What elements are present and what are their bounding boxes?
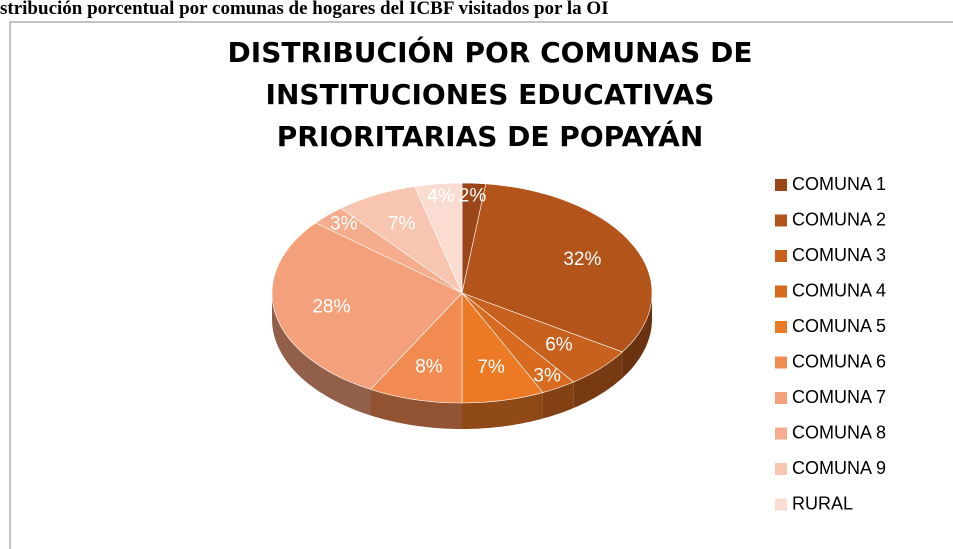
data-label: 28% (312, 296, 350, 317)
data-label: 2% (459, 185, 487, 206)
legend-swatch (775, 356, 787, 369)
legend-swatch (775, 427, 787, 440)
legend-swatch (775, 250, 787, 262)
data-label: 3% (330, 214, 358, 235)
legend-swatch (775, 392, 787, 404)
pie-slice (414, 182, 463, 294)
pie-side (622, 293, 652, 378)
pie-side (542, 381, 574, 419)
legend-label: RURAL (792, 493, 853, 513)
pie-side (272, 293, 371, 416)
pie-slice (369, 292, 463, 404)
legend-label: COMUNA 8 (792, 422, 886, 442)
data-label: 3% (533, 365, 561, 386)
data-label: 4% (427, 186, 455, 207)
legend-label: COMUNA 2 (792, 209, 886, 229)
pie-side (370, 389, 462, 429)
data-label: 7% (477, 357, 505, 378)
data-label: 6% (545, 335, 573, 356)
pie-side (573, 351, 623, 408)
legend-label: COMUNA 5 (792, 316, 886, 336)
legend-swatch (775, 463, 787, 475)
pie-slice (271, 222, 463, 390)
legend-swatch (775, 321, 787, 333)
legend-label: COMUNA 7 (792, 387, 886, 407)
legend-swatch (775, 498, 787, 511)
data-label: 8% (415, 357, 443, 378)
legend-swatch (775, 285, 787, 298)
legend-label: COMUNA 1 (792, 174, 886, 194)
legend-label: COMUNA 4 (792, 280, 886, 300)
data-label: 7% (388, 213, 416, 234)
pie-side (462, 392, 543, 429)
data-label: 32% (563, 249, 601, 270)
pie-slice (461, 183, 653, 353)
legend-label: COMUNA 3 (792, 245, 886, 265)
legend-swatch (775, 214, 787, 227)
legend-label: COMUNA 6 (792, 351, 886, 371)
legend-swatch (775, 179, 787, 191)
legend-label: COMUNA 9 (792, 458, 886, 478)
chart-title: DISTRIBUCIÓN POR COMUNAS DE INSTITUCIONES… (228, 35, 753, 153)
caption: stribución porcentual por comunas de hog… (0, 0, 609, 19)
